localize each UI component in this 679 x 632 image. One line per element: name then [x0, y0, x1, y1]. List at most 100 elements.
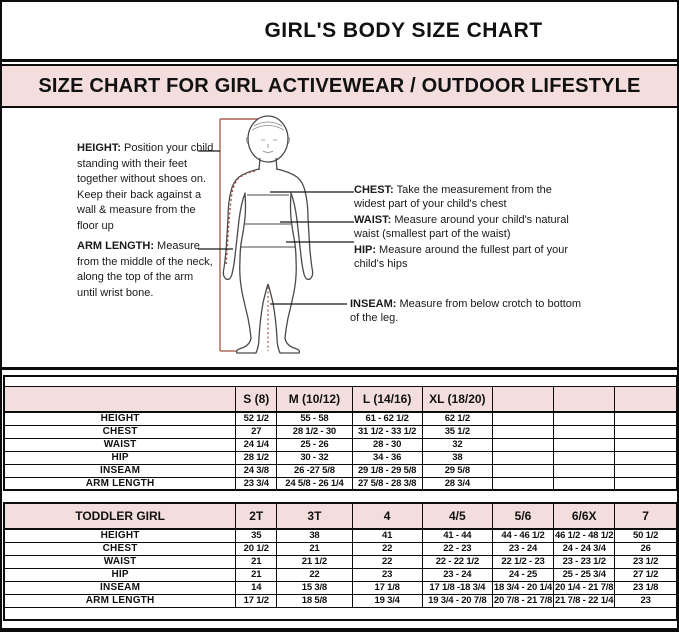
table-cell: 18 5/8 [276, 593, 353, 608]
chest-term: CHEST: [354, 184, 394, 196]
table-cell [614, 437, 677, 452]
child-body-outline [222, 157, 314, 354]
row-label: HEIGHT [3, 528, 237, 543]
table-cell: 23 - 24 [491, 541, 555, 556]
table-cell [614, 476, 677, 491]
table-cell: 26 [614, 541, 677, 556]
row-label: ARM LENGTH [3, 593, 237, 608]
table-cell [614, 450, 677, 465]
table-cell: 21 1/2 [276, 554, 353, 569]
table-row: INSEAM 14 15 3/8 17 1/8 17 1/8 -18 3/4 18 3/4… [3, 580, 677, 595]
table-gap [3, 491, 676, 502]
row-label: INSEAM [3, 463, 237, 478]
column-header [3, 385, 237, 413]
column-header: 5/6 [491, 502, 555, 530]
table-cell: 55 - 58 [276, 411, 353, 426]
column-header: 2T [235, 502, 278, 530]
column-header: M (10/12) [276, 385, 353, 413]
title-bar: GIRL'S BODY SIZE CHART [2, 2, 677, 62]
face-details [246, 121, 290, 153]
table-cell: 19 3/4 - 20 7/8 [421, 593, 493, 608]
waist-instruction: WAIST: Measure around your child's natur… [354, 214, 569, 240]
table-cell [491, 424, 555, 439]
spacer-cell [3, 606, 677, 621]
table-cell: 24 3/8 [235, 463, 278, 478]
waist-term: WAIST: [354, 214, 392, 226]
table-cell: 17 1/8 [351, 580, 423, 595]
table-cell: 25 - 25 3/4 [553, 567, 616, 582]
table-cell [491, 450, 555, 465]
table-cell: 14 [235, 580, 278, 595]
table-cell: 62 1/2 [421, 411, 493, 426]
row-label: HIP [3, 450, 237, 465]
table-row: WAIST 21 21 1/2 22 22 - 22 1/2 22 1/2 - 23 23 … [3, 554, 677, 569]
column-header: XL (18/20) [421, 385, 493, 413]
table-cell: 35 [235, 528, 278, 543]
table-cell [614, 411, 677, 426]
table-cell [553, 411, 616, 426]
girl-table-header-row: S (8) M (10/12) L (14/16) XL (18/20) [3, 385, 677, 413]
row-label: WAIST [3, 437, 237, 452]
table-cell: 22 [351, 554, 423, 569]
table-cell: 17 1/8 -18 3/4 [421, 580, 493, 595]
table-cell: 23 [614, 593, 677, 608]
table-cell: 19 3/4 [351, 593, 423, 608]
table-cell: 27 5/8 - 28 3/8 [351, 476, 423, 491]
table-cell [614, 424, 677, 439]
table-cell: 52 1/2 [235, 411, 278, 426]
table-cell [614, 463, 677, 478]
table-cell: 22 [351, 541, 423, 556]
table-cell [553, 463, 616, 478]
table-cell: 21 [235, 567, 278, 582]
table-cell: 30 - 32 [276, 450, 353, 465]
table-cell [553, 476, 616, 491]
column-header: 4/5 [421, 502, 493, 530]
child-head [247, 115, 289, 163]
column-header: 7 [614, 502, 677, 530]
toddler-size-table: TODDLER GIRL 2T 3T 4 4/5 5/6 6/6X 7 HEIGHT 35 38 4… [3, 502, 677, 621]
table-cell [491, 411, 555, 426]
chest-instruction: CHEST: Take the measurement from the wid… [354, 184, 552, 210]
table-row: ARM LENGTH 23 3/4 24 5/8 - 26 1/4 27 5/8 - … [3, 476, 677, 491]
spacer-cell [3, 375, 677, 387]
table-cell: 28 1/2 [235, 450, 278, 465]
table-cell: 24 5/8 - 26 1/4 [276, 476, 353, 491]
spacer-row [3, 606, 677, 621]
table-cell: 28 3/4 [421, 476, 493, 491]
table-cell: 28 - 30 [351, 437, 423, 452]
child-figure-graphic [198, 115, 354, 354]
hip-term: HIP: [354, 244, 376, 256]
table-cell: 21 [235, 554, 278, 569]
table-cell: 20 7/8 - 21 7/8 [491, 593, 555, 608]
table-cell: 61 - 62 1/2 [351, 411, 423, 426]
table-cell: 29 1/8 - 29 5/8 [351, 463, 423, 478]
table-cell: 41 [351, 528, 423, 543]
inseam-term: INSEAM: [350, 298, 397, 310]
spacer-row [3, 375, 677, 387]
body-measure-lines [241, 194, 295, 248]
table-cell: 32 [421, 437, 493, 452]
table-cell: 15 3/8 [276, 580, 353, 595]
girl-size-table: S (8) M (10/12) L (14/16) XL (18/20) HEIGHT… [3, 375, 677, 491]
column-header: 3T [276, 502, 353, 530]
table-cell: 28 1/2 - 30 [276, 424, 353, 439]
size-tables-section: S (8) M (10/12) L (14/16) XL (18/20) HEIGHT… [2, 370, 677, 621]
table-cell: 41 - 44 [421, 528, 493, 543]
table-cell: 23 1/8 [614, 580, 677, 595]
toddler-table-header-row: TODDLER GIRL 2T 3T 4 4/5 5/6 6/6X 7 [3, 502, 677, 530]
page-title: GIRL'S BODY SIZE CHART [264, 18, 543, 42]
table-cell: 23 - 23 1/2 [553, 554, 616, 569]
arm-length-term: ARM LENGTH: [77, 240, 154, 252]
measurement-diagram: HEIGHT: Position your child standing wit… [2, 108, 677, 370]
table-cell: 46 1/2 - 48 1/2 [553, 528, 616, 543]
column-header: L (14/16) [351, 385, 423, 413]
table-cell: 21 [276, 541, 353, 556]
table-cell: 25 - 26 [276, 437, 353, 452]
column-header: TODDLER GIRL [3, 502, 237, 530]
table-cell: 27 1/2 [614, 567, 677, 582]
table-cell [553, 424, 616, 439]
table-row: INSEAM 24 3/8 26 -27 5/8 29 1/8 - 29 5/8 29 … [3, 463, 677, 478]
table-cell: 22 - 23 [421, 541, 493, 556]
table-cell: 38 [421, 450, 493, 465]
table-cell: 24 1/4 [235, 437, 278, 452]
